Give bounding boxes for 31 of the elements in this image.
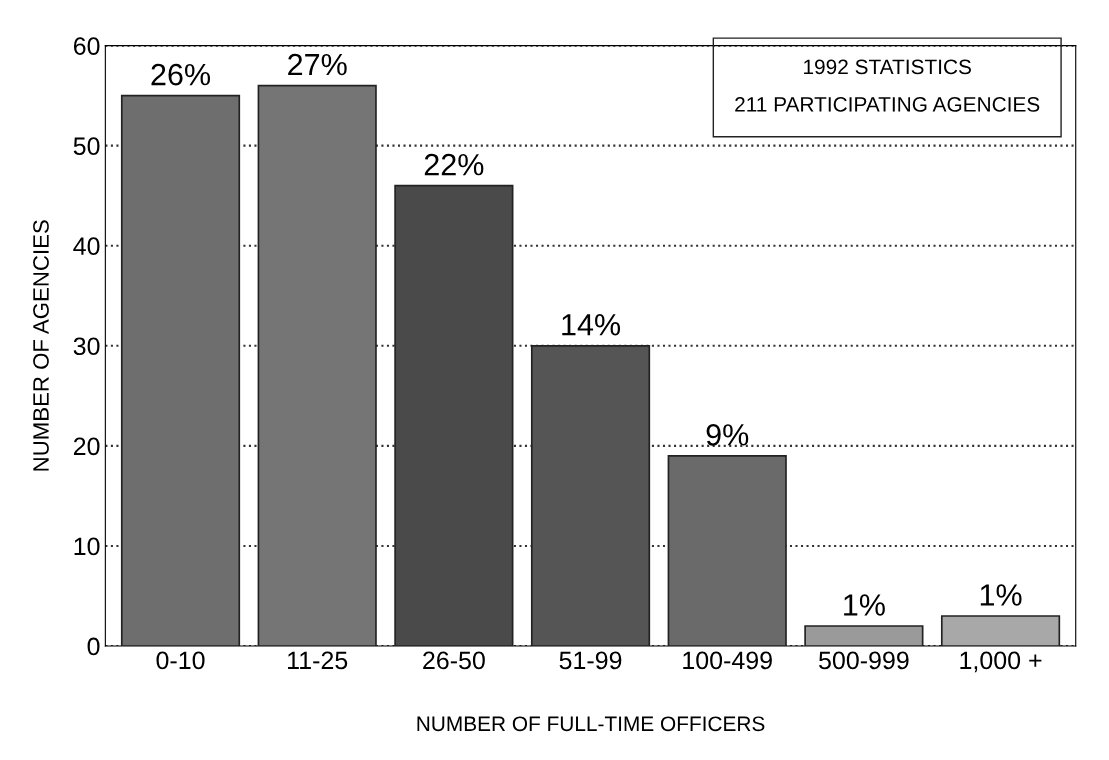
y-tick-label: 10 xyxy=(74,537,100,556)
bar xyxy=(530,344,651,646)
annotation: 26% xyxy=(151,63,211,86)
annotation: 14% xyxy=(562,314,621,336)
annotation: 1% xyxy=(980,584,1022,606)
x-tick-label: 51-99 xyxy=(559,651,622,670)
x-tick-label: 26-50 xyxy=(423,651,485,670)
annotation: 22% xyxy=(424,153,484,176)
x-tick-label: 11-25 xyxy=(288,651,348,670)
annotation: 1% xyxy=(844,594,885,616)
annotation: 1992 STATISTICS 211 PARTICIPATING AGENCIES xyxy=(735,59,1040,112)
y-tick-label: 20 xyxy=(73,437,100,456)
x-tick-label: 1,000 + xyxy=(960,651,1042,673)
bar xyxy=(120,94,241,646)
bar xyxy=(667,455,787,646)
y-tick-label: 60 xyxy=(73,37,100,55)
x-axis-title: NUMBER OF FULL-TIME OFFICERS xyxy=(417,716,765,732)
annotation: 27% xyxy=(288,53,347,76)
y-tick-label: 40 xyxy=(73,237,100,256)
y-tick-label: 50 xyxy=(73,137,100,155)
y-tick-label: 0 xyxy=(87,637,100,656)
y-tick-label: 30 xyxy=(73,337,100,356)
x-tick-label: 0-10 xyxy=(156,651,205,670)
y-axis-title: NUMBER OF AGENCIES xyxy=(33,220,49,471)
x-tick-label: 100-499 xyxy=(683,651,772,670)
bar xyxy=(257,84,377,646)
bar xyxy=(394,184,514,646)
x-tick-label: 500-999 xyxy=(819,651,909,670)
bar xyxy=(940,615,1061,646)
annotation: 9% xyxy=(706,424,749,446)
bar xyxy=(804,625,924,646)
